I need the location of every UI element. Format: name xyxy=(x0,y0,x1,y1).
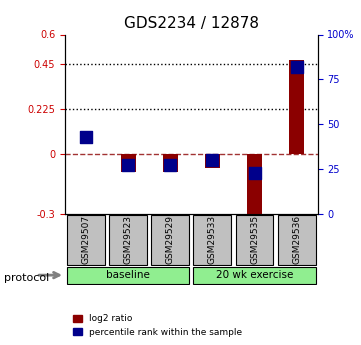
Text: GSM29507: GSM29507 xyxy=(82,215,91,264)
FancyBboxPatch shape xyxy=(151,215,189,265)
Point xyxy=(168,163,173,168)
Text: GSM29536: GSM29536 xyxy=(292,215,301,264)
Text: baseline: baseline xyxy=(106,270,150,280)
Text: protocol: protocol xyxy=(4,273,49,283)
Text: GSM29523: GSM29523 xyxy=(124,215,132,264)
Bar xyxy=(205,154,220,168)
FancyBboxPatch shape xyxy=(193,267,316,284)
Point xyxy=(294,64,300,70)
FancyBboxPatch shape xyxy=(67,267,189,284)
FancyBboxPatch shape xyxy=(193,215,231,265)
FancyBboxPatch shape xyxy=(278,215,316,265)
FancyBboxPatch shape xyxy=(67,215,105,265)
Point xyxy=(125,163,131,168)
Title: GDS2234 / 12878: GDS2234 / 12878 xyxy=(124,16,259,31)
Text: GSM29535: GSM29535 xyxy=(250,215,259,264)
Legend: log2 ratio, percentile rank within the sample: log2 ratio, percentile rank within the s… xyxy=(70,311,246,341)
Bar xyxy=(247,154,262,218)
Bar xyxy=(163,154,178,172)
Point xyxy=(252,170,257,175)
Text: GSM29533: GSM29533 xyxy=(208,215,217,264)
Bar xyxy=(289,60,304,154)
Text: GSM29529: GSM29529 xyxy=(166,215,175,264)
Point xyxy=(209,157,215,163)
FancyBboxPatch shape xyxy=(235,215,274,265)
Point xyxy=(83,134,89,139)
Bar xyxy=(121,154,135,172)
Text: 20 wk exercise: 20 wk exercise xyxy=(216,270,293,280)
FancyBboxPatch shape xyxy=(109,215,147,265)
